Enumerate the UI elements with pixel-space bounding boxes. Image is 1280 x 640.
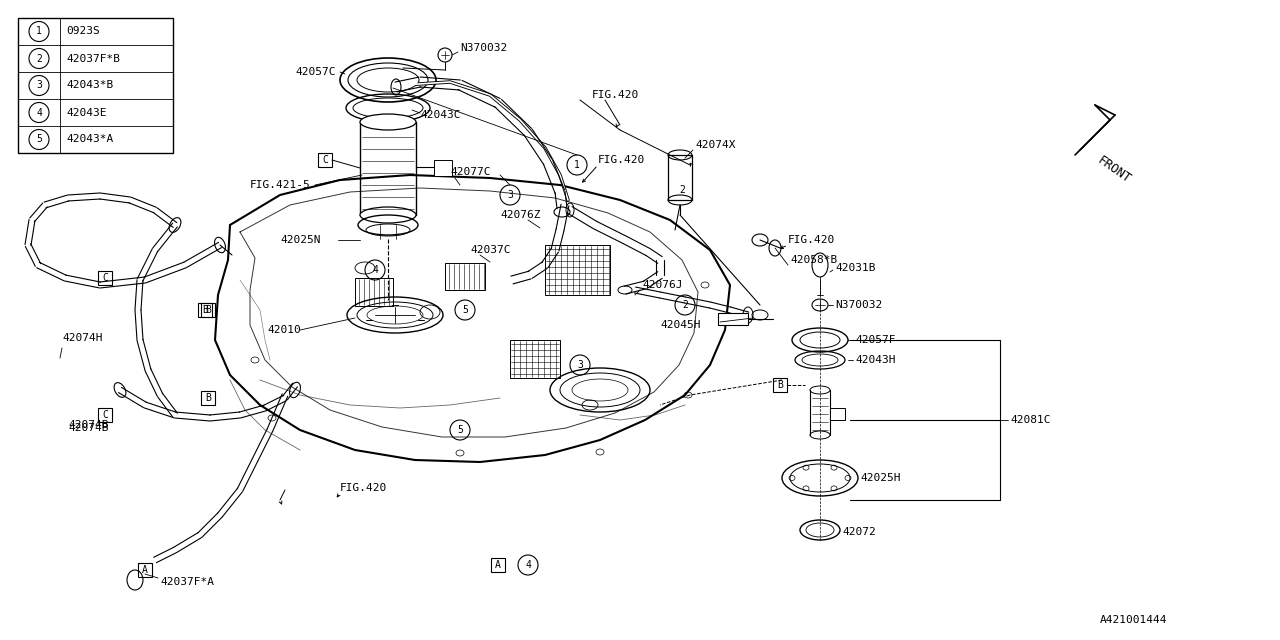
- Text: 1: 1: [36, 26, 42, 36]
- Text: 42074H: 42074H: [61, 333, 102, 343]
- Text: 42037F*A: 42037F*A: [160, 577, 214, 587]
- Bar: [773, 378, 787, 392]
- Text: C: C: [323, 155, 328, 165]
- Text: 42076Z: 42076Z: [500, 210, 540, 220]
- Text: A421001444: A421001444: [1100, 615, 1167, 625]
- Text: 42074X: 42074X: [695, 140, 736, 150]
- Text: N370032: N370032: [835, 300, 882, 310]
- Text: FIG.420: FIG.420: [340, 483, 388, 493]
- Bar: [198, 303, 212, 317]
- Text: 42081C: 42081C: [1010, 415, 1051, 425]
- Bar: [492, 558, 506, 572]
- Text: 42025H: 42025H: [860, 473, 901, 483]
- Text: FIG.420: FIG.420: [598, 155, 645, 165]
- Text: 2: 2: [36, 54, 42, 63]
- Ellipse shape: [806, 523, 835, 537]
- Text: 42031B: 42031B: [835, 263, 876, 273]
- Text: 0923S: 0923S: [67, 26, 100, 36]
- Text: FIG.420: FIG.420: [788, 235, 836, 245]
- Bar: [434, 160, 452, 176]
- Text: 42043H: 42043H: [855, 355, 896, 365]
- Text: FIG.420: FIG.420: [591, 90, 639, 100]
- Text: 42057F: 42057F: [855, 335, 896, 345]
- Text: 42025N: 42025N: [280, 235, 320, 245]
- Text: 42043C: 42043C: [420, 110, 461, 120]
- Bar: [445, 263, 485, 290]
- Bar: [545, 245, 611, 295]
- Text: 42037C: 42037C: [470, 245, 511, 255]
- Text: 1: 1: [573, 160, 580, 170]
- Bar: [668, 155, 692, 200]
- Text: 4: 4: [36, 108, 42, 118]
- Bar: [355, 278, 393, 306]
- Text: FRONT: FRONT: [1094, 154, 1133, 186]
- Text: B: B: [202, 305, 207, 315]
- Text: 42043*A: 42043*A: [67, 134, 113, 145]
- Bar: [18, 18, 173, 153]
- Text: 42043E: 42043E: [67, 108, 106, 118]
- Text: B: B: [777, 380, 783, 390]
- Bar: [201, 303, 215, 317]
- Text: 42057C: 42057C: [294, 67, 335, 77]
- Text: 2: 2: [682, 300, 687, 310]
- Text: 2: 2: [680, 185, 685, 195]
- Text: 42074B: 42074B: [68, 423, 109, 433]
- Text: 42072: 42072: [842, 527, 876, 537]
- Text: 3: 3: [507, 190, 513, 200]
- Bar: [317, 153, 332, 167]
- Text: 5: 5: [462, 305, 468, 315]
- Text: 5: 5: [457, 425, 463, 435]
- Text: 42076J: 42076J: [643, 280, 682, 290]
- Text: FIG.421-5: FIG.421-5: [250, 180, 311, 190]
- Bar: [99, 408, 113, 422]
- Text: 42045H: 42045H: [660, 320, 700, 330]
- Text: A: A: [495, 560, 500, 570]
- Text: 5: 5: [36, 134, 42, 145]
- Text: 42077C: 42077C: [451, 167, 490, 177]
- Bar: [509, 340, 561, 378]
- Ellipse shape: [800, 332, 840, 348]
- Text: A: A: [142, 565, 148, 575]
- Text: 42037F*B: 42037F*B: [67, 54, 120, 63]
- Bar: [829, 408, 845, 420]
- Text: C: C: [102, 410, 108, 420]
- Text: B: B: [205, 393, 211, 403]
- Text: 4: 4: [525, 560, 531, 570]
- Text: 3: 3: [577, 360, 582, 370]
- Text: 42043*B: 42043*B: [67, 81, 113, 90]
- Text: B: B: [205, 305, 211, 315]
- Text: 4: 4: [372, 265, 378, 275]
- Text: 42010: 42010: [268, 325, 301, 335]
- Bar: [201, 391, 215, 405]
- Text: 3: 3: [36, 81, 42, 90]
- Text: C: C: [102, 273, 108, 283]
- Ellipse shape: [360, 114, 416, 130]
- Text: 42058*B: 42058*B: [790, 255, 837, 265]
- Ellipse shape: [360, 207, 416, 223]
- Ellipse shape: [790, 464, 850, 492]
- Bar: [718, 313, 748, 325]
- Text: N370032: N370032: [460, 43, 507, 53]
- Bar: [99, 271, 113, 285]
- Bar: [138, 563, 152, 577]
- Text: 42074B: 42074B: [68, 420, 109, 430]
- Ellipse shape: [357, 68, 419, 92]
